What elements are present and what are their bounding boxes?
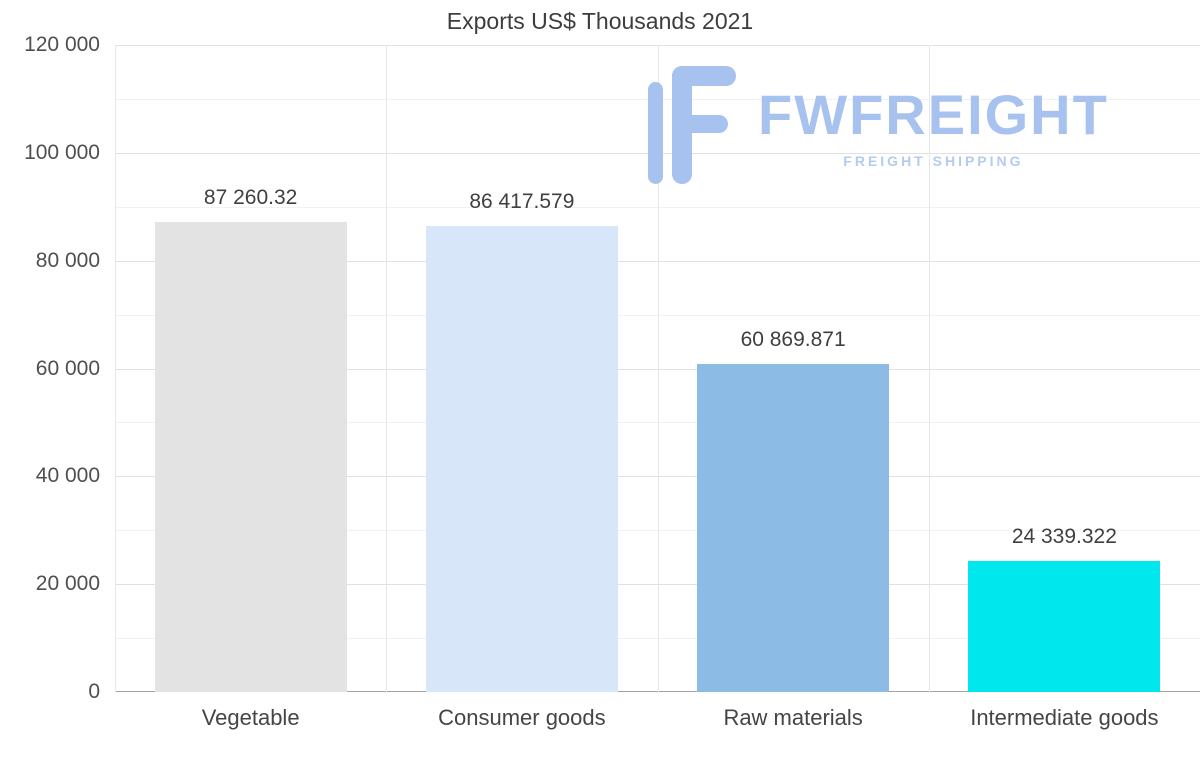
watermark-tagline-text: FREIGHT SHIPPING	[843, 152, 1024, 169]
y-axis-tick-label: 120 000	[24, 33, 100, 56]
bar-intermediate-goods	[968, 560, 1161, 692]
chart-title: Exports US$ Thousands 2021	[446, 8, 754, 34]
bar-value-label: 24 339.322	[1011, 524, 1117, 548]
fwfreight-logo-icon	[648, 66, 736, 189]
x-axis-category-label: Consumer goods	[438, 705, 606, 730]
y-axis-tick-label: 20 000	[35, 572, 100, 596]
category-separator-line	[928, 45, 930, 692]
bar-value-label: 60 869.871	[740, 327, 846, 351]
bar-value-label: 86 417.579	[469, 190, 575, 214]
y-axis-line	[115, 45, 116, 692]
y-axis-tick-label: 40 000	[35, 464, 100, 488]
fwfreight-watermark: FWFREIGHT FREIGHT SHIPPING	[648, 66, 1109, 189]
category-separator-line	[657, 45, 659, 692]
bar-raw-materials	[697, 363, 890, 692]
x-axis-category-label: Raw materials	[723, 705, 863, 730]
category-separator-line	[386, 45, 388, 692]
plot-area: 87 260.32 86 417.579 60 869.871 24 339.322	[115, 45, 1200, 692]
watermark-text: FWFREIGHT FREIGHT SHIPPING	[758, 82, 1109, 169]
bar-vegetable	[154, 221, 347, 692]
x-axis-category-label: Vegetable	[201, 705, 300, 730]
bar-value-label: 87 260.32	[203, 185, 298, 209]
bar-consumer-goods	[425, 226, 618, 692]
y-axis-tick-label: 100 000	[24, 140, 100, 164]
y-axis-tick-label: 80 000	[35, 248, 100, 272]
watermark-brand-text: FWFREIGHT	[758, 82, 1109, 146]
x-axis-category-label: Intermediate goods	[970, 705, 1159, 730]
y-axis-tick-label: 60 000	[35, 356, 100, 380]
y-axis-tick-label: 0	[88, 680, 100, 703]
